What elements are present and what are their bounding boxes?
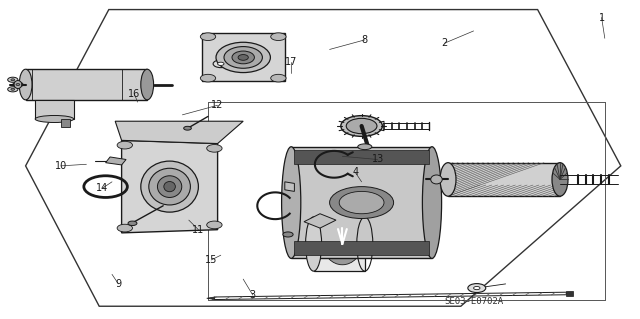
Circle shape [207,221,222,229]
Polygon shape [35,100,74,119]
Circle shape [468,284,486,293]
Text: 2: 2 [442,38,448,48]
Ellipse shape [422,147,442,258]
Text: 8: 8 [362,35,368,45]
Text: 16: 16 [128,89,141,99]
Polygon shape [207,297,214,300]
Ellipse shape [35,115,74,122]
Text: 17: 17 [285,57,298,67]
Ellipse shape [431,175,442,184]
Ellipse shape [149,168,191,205]
Circle shape [117,141,132,149]
Circle shape [8,87,18,92]
Ellipse shape [141,69,154,100]
Polygon shape [566,291,573,296]
Ellipse shape [340,116,383,137]
Ellipse shape [552,163,568,196]
Circle shape [213,60,228,68]
Ellipse shape [232,51,254,64]
Ellipse shape [306,217,322,271]
Text: 13: 13 [371,154,384,165]
Ellipse shape [440,163,456,196]
Circle shape [200,33,216,41]
Ellipse shape [14,80,22,89]
Polygon shape [291,147,432,258]
Text: 1: 1 [598,12,605,23]
Polygon shape [122,140,218,233]
Ellipse shape [157,176,182,197]
Ellipse shape [141,161,198,212]
Circle shape [184,126,191,130]
Circle shape [11,88,15,90]
Polygon shape [106,157,126,165]
Circle shape [128,221,137,226]
Text: 12: 12 [211,100,224,110]
Polygon shape [314,217,365,271]
Polygon shape [448,163,560,196]
Polygon shape [202,33,285,81]
Circle shape [283,232,293,237]
Ellipse shape [358,144,372,150]
Ellipse shape [164,182,175,192]
Ellipse shape [238,55,248,60]
Text: 14: 14 [96,183,109,193]
Circle shape [218,62,224,65]
Ellipse shape [339,191,384,214]
Circle shape [474,286,480,290]
Text: 9: 9 [115,279,122,289]
Polygon shape [294,150,429,164]
Circle shape [271,74,286,82]
Polygon shape [304,214,336,228]
Text: 11: 11 [192,225,205,235]
Polygon shape [285,182,294,191]
Polygon shape [61,119,70,127]
Circle shape [13,82,23,87]
Circle shape [8,77,18,82]
Circle shape [117,224,132,232]
Circle shape [16,84,20,85]
Ellipse shape [216,42,270,73]
Ellipse shape [19,69,32,100]
Ellipse shape [224,47,262,68]
Ellipse shape [282,147,301,258]
Ellipse shape [346,118,377,134]
Ellipse shape [330,187,394,219]
Ellipse shape [323,223,362,265]
Circle shape [207,145,222,152]
Text: 15: 15 [205,255,218,265]
Text: 4: 4 [352,167,358,177]
Circle shape [200,74,216,82]
Text: 10: 10 [54,161,67,171]
Text: SE03-E0702A: SE03-E0702A [445,297,504,306]
Circle shape [11,79,15,81]
Polygon shape [294,241,429,255]
Polygon shape [26,69,147,100]
Text: 3: 3 [250,290,256,300]
Circle shape [271,33,286,41]
Polygon shape [115,121,243,144]
